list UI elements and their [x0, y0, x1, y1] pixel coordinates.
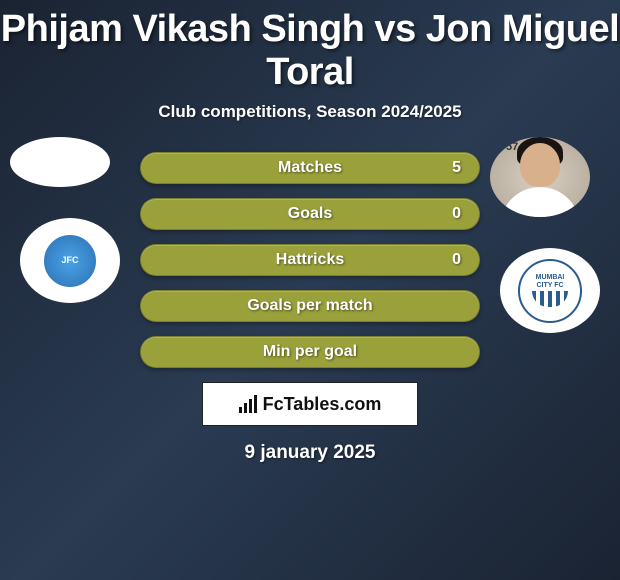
stat-value-right: 0 — [452, 205, 461, 223]
brand-box: FcTables.com — [202, 382, 418, 426]
jamshedpur-badge-icon: JFC — [41, 232, 99, 290]
stat-value-right: 0 — [452, 251, 461, 269]
club-left-badge: JFC — [20, 218, 120, 303]
club-right-label: MUMBAICITY FC — [536, 274, 565, 289]
stat-row-hattricks: Hattricks 0 — [140, 244, 480, 276]
stat-row-goals: Goals 0 — [140, 198, 480, 230]
player-left-avatar — [10, 137, 110, 187]
page-title: Phijam Vikash Singh vs Jon Miguel Toral — [0, 0, 620, 94]
player-number: 57 — [506, 141, 518, 153]
bar-chart-icon — [239, 395, 257, 413]
brand-label: FcTables.com — [263, 394, 382, 415]
stat-value-right: 5 — [452, 159, 461, 177]
club-right-badge: MUMBAICITY FC — [500, 248, 600, 333]
comparison-content: JFC 57 MUMBAICITY FC Matches 5 Goals 0 H… — [0, 152, 620, 464]
player-right-avatar: 57 — [490, 137, 590, 217]
stat-label: Min per goal — [263, 343, 357, 361]
stat-row-min-per-goal: Min per goal — [140, 336, 480, 368]
stat-label: Hattricks — [276, 251, 344, 269]
club-left-label: JFC — [61, 256, 78, 265]
stat-bars: Matches 5 Goals 0 Hattricks 0 Goals per … — [140, 152, 480, 368]
date-label: 9 january 2025 — [0, 442, 620, 464]
stat-label: Matches — [278, 159, 342, 177]
mumbai-badge-icon: MUMBAICITY FC — [518, 259, 582, 323]
stat-row-goals-per-match: Goals per match — [140, 290, 480, 322]
page-subtitle: Club competitions, Season 2024/2025 — [0, 102, 620, 122]
stat-label: Goals per match — [247, 297, 372, 315]
stat-label: Goals — [288, 205, 332, 223]
player-figure-icon: 57 — [500, 137, 580, 217]
stat-row-matches: Matches 5 — [140, 152, 480, 184]
